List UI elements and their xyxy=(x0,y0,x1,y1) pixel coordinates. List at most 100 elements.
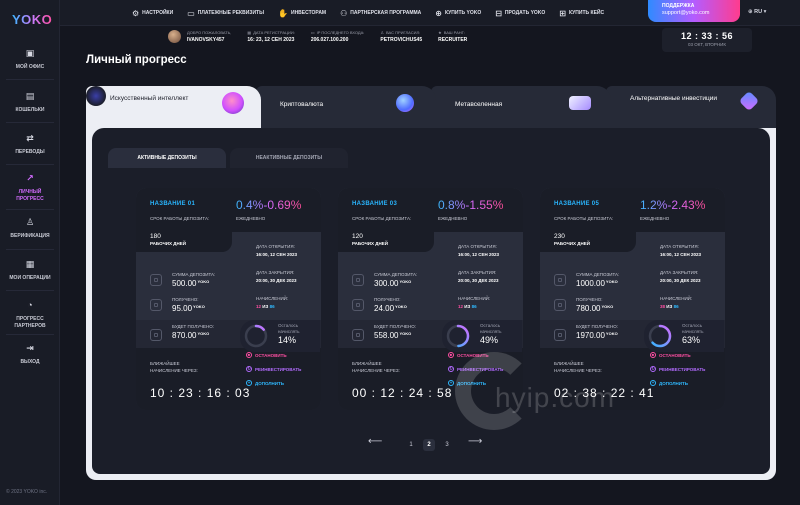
received-label: ПОЛУЧЕНО: xyxy=(576,297,603,302)
divider xyxy=(6,334,54,335)
divider xyxy=(6,122,54,123)
sum-label: СУММА ДЕПОЗИТА: xyxy=(576,272,620,277)
stop-button[interactable]: ■ ОСТАНОВИТЬ xyxy=(650,352,691,358)
accruals-of: ИЗ xyxy=(666,304,673,309)
menu-sell-yoko[interactable]: ⊟ ПРОДАТЬ YOKO xyxy=(495,9,545,18)
avatar[interactable] xyxy=(168,29,181,43)
monitor-icon: ▭ xyxy=(310,29,315,35)
received-icon xyxy=(554,299,566,311)
menu-label: ИНВЕСТОРАМ xyxy=(290,10,327,16)
tab-inactive-deposits[interactable]: НЕАКТИВНЫЕ ДЕПОЗИТЫ xyxy=(230,148,348,168)
page-3[interactable]: 3 xyxy=(445,442,449,448)
sidebar-item-wallets[interactable]: ▤ КОШЕЛЬКИ xyxy=(0,91,60,114)
sidebar-item-verification[interactable]: ♙ ВЕРИФИКАЦИЯ xyxy=(0,217,60,240)
menu-payment-details[interactable]: ▭ ПЛАТЕЖНЫЕ РЕКВИЗИТЫ xyxy=(187,9,264,18)
user-info-bar: ДОБРО ПОЖАЛОВАТЬ, IVANOVSKY457 ▦ ДАТА РЕГ… xyxy=(168,26,656,46)
close-date-label: ДАТА ЗАКРЫТИЯ: xyxy=(458,270,497,275)
tab-metaverse[interactable]: Метавселенная xyxy=(431,86,611,128)
sidebar-item-progress[interactable]: ↗ ЛИЧНЫЙ ПРОГРЕСС xyxy=(0,173,60,203)
rate-period: ЕЖЕДНЕВНО xyxy=(236,216,266,221)
accruals-total: 86 xyxy=(673,304,679,309)
next-page-icon[interactable]: ⟶ xyxy=(468,436,483,447)
globe-icon: ⊕ xyxy=(748,9,753,15)
menu-settings[interactable]: ⚙ НАСТРОЙКИ xyxy=(132,9,173,18)
deposit-name: НАЗВАНИЕ 01 xyxy=(150,201,196,207)
tab-active-deposits[interactable]: АКТИВНЫЕ ДЕПОЗИТЫ xyxy=(108,148,226,168)
menu-buy-yoko[interactable]: ⊕ КУПИТЬ YOKO xyxy=(435,9,481,18)
currency: YOKO xyxy=(197,279,210,284)
page-title: Личный прогресс xyxy=(86,54,187,66)
will-receive-value: 1970.00 xyxy=(576,331,605,340)
menu-investors[interactable]: ✋ ИНВЕСТОРАМ xyxy=(278,9,326,18)
watermark-text: hyip.com xyxy=(495,382,616,413)
logo[interactable]: YOKO xyxy=(12,12,53,27)
reinvest-button[interactable]: ↻ РЕИНВЕСТИРОВАТЬ xyxy=(246,366,301,372)
menu-label: ПРОДАТЬ YOKO xyxy=(504,10,546,16)
page-2[interactable]: 2 xyxy=(423,439,435,451)
deposit-name: НАЗВАНИЕ 05 xyxy=(554,201,600,207)
sidebar-item-office[interactable]: ▣ МОЙ ОФИС xyxy=(0,48,60,71)
accruals-label: НАЧИСЛЕНИЙ: xyxy=(660,296,693,301)
close-date-label: ДАТА ЗАКРЫТИЯ: xyxy=(256,270,295,275)
prev-page-icon[interactable]: ⟵ xyxy=(368,436,383,447)
received-value: 780.00 xyxy=(576,304,601,313)
page-1[interactable]: 1 xyxy=(409,442,413,448)
received-amount: 780.00YOKO xyxy=(576,304,613,313)
card-header-notch xyxy=(338,232,434,252)
menu-label: КУПИТЬ YOKO xyxy=(444,10,482,16)
topbar: ⚙ НАСТРОЙКИ ▭ ПЛАТЕЖНЫЕ РЕКВИЗИТЫ ✋ ИНВЕСТО… xyxy=(60,0,800,26)
deposit-sum-icon xyxy=(352,274,364,286)
accruals-count: 12 ИЗ 86 xyxy=(458,304,477,309)
stop-label: ОСТАНОВИТЬ xyxy=(659,352,691,358)
term-days: 180 xyxy=(150,233,161,240)
reinvest-button[interactable]: ↻ РЕИНВЕСТИРОВАТЬ xyxy=(650,366,705,372)
received-label: ПОЛУЧЕНО: xyxy=(374,297,401,302)
tab-ai[interactable]: Искусственный интеллект xyxy=(86,86,261,128)
tab-crypto[interactable]: Криптовалюта xyxy=(256,86,436,128)
support-email: support@yoko.com xyxy=(662,10,710,16)
sidebar-item-operations[interactable]: ▦ МОИ ОПЕРАЦИИ xyxy=(0,259,60,282)
sidebar-item-logout[interactable]: ⇥ ВЫХОД xyxy=(0,343,60,366)
sidebar-item-transfers[interactable]: ⇄ ПЕРЕВОДЫ xyxy=(0,133,60,156)
stop-button[interactable]: ■ ОСТАНОВИТЬ xyxy=(246,352,287,358)
tab-alternative[interactable]: Альтернативные инвестиции xyxy=(606,86,776,128)
card-footer: БЛИЖАЙШЕЕ НАЧИСЛЕНИЕ ЧЕРЕЗ: 10 : 23 : 16… xyxy=(136,348,321,410)
received-value: 95.00 xyxy=(172,304,193,313)
deposit-sum-icon xyxy=(150,274,162,286)
sidebar-item-partners[interactable]: ◔ ПРОГРЕСС ПАРТНЕРОВ xyxy=(0,300,60,330)
accruals-of: ИЗ xyxy=(464,304,471,309)
progress-ring xyxy=(446,324,470,348)
will-receive-amount: 558.00YOKO xyxy=(374,331,411,340)
currency: YOKO xyxy=(395,304,407,309)
will-receive-label: БУДЕТ ПОЛУЧЕНО: xyxy=(172,324,215,329)
clock-time: 12 : 33 : 56 xyxy=(680,31,734,41)
gear-icon: ⚙ xyxy=(132,8,140,18)
language-selector[interactable]: ⊕ RU ▾ xyxy=(748,9,766,15)
stop-button[interactable]: ■ ОСТАНОВИТЬ xyxy=(448,352,489,358)
welcome-label: ДОБРО ПОЖАЛОВАТЬ, xyxy=(187,29,232,35)
menu-label: ПАРТНЕРСКАЯ ПРОГРАММА xyxy=(350,10,422,16)
deposit-card: НАЗВАНИЕ 01 0.4%-0.69% ЕЖЕДНЕВНО СРОК РА… xyxy=(136,188,321,410)
menu-partner-program[interactable]: ⚇ ПАРТНЕРСКАЯ ПРОГРАММА xyxy=(340,9,421,18)
deposit-rate: 0.4%-0.69% xyxy=(236,198,302,212)
menu-buy-case[interactable]: ⊞ КУПИТЬ КЕЙС xyxy=(559,9,604,18)
topup-button[interactable]: + ДОПОЛНИТЬ xyxy=(246,380,284,386)
received-value: 24.00 xyxy=(374,304,395,313)
accruals-label: НАЧИСЛЕНИЙ: xyxy=(458,296,491,301)
progress-icon: ↗ xyxy=(26,173,34,183)
clock-widget: 12 : 33 : 56 03 ОКТ, ВТОРНИК xyxy=(662,28,752,52)
stop-label: ОСТАНОВИТЬ xyxy=(457,352,489,358)
card-icon: ▭ xyxy=(187,8,195,18)
reinvest-label: РЕИНВЕСТИРОВАТЬ xyxy=(255,366,302,372)
topup-button[interactable]: + ДОПОЛНИТЬ xyxy=(650,380,688,386)
deposit-sum: 1000.00YOKO xyxy=(576,279,618,288)
support-button[interactable]: ПОДДЕРЖКА support@yoko.com xyxy=(648,0,740,22)
card-header-notch xyxy=(136,232,232,252)
open-date: 16:00, 12 СЕН 2023 xyxy=(660,252,702,257)
registration-date: 16: 23, 12 СЕН 2023 xyxy=(247,36,295,43)
invited-value: PETROVICHUS45 xyxy=(380,36,423,43)
countdown-timer: 02 : 38 : 22 : 41 xyxy=(554,386,655,400)
registration-label: ДАТА РЕГИСТРАЦИИ: xyxy=(253,29,295,35)
accruals-of: ИЗ xyxy=(262,304,269,309)
